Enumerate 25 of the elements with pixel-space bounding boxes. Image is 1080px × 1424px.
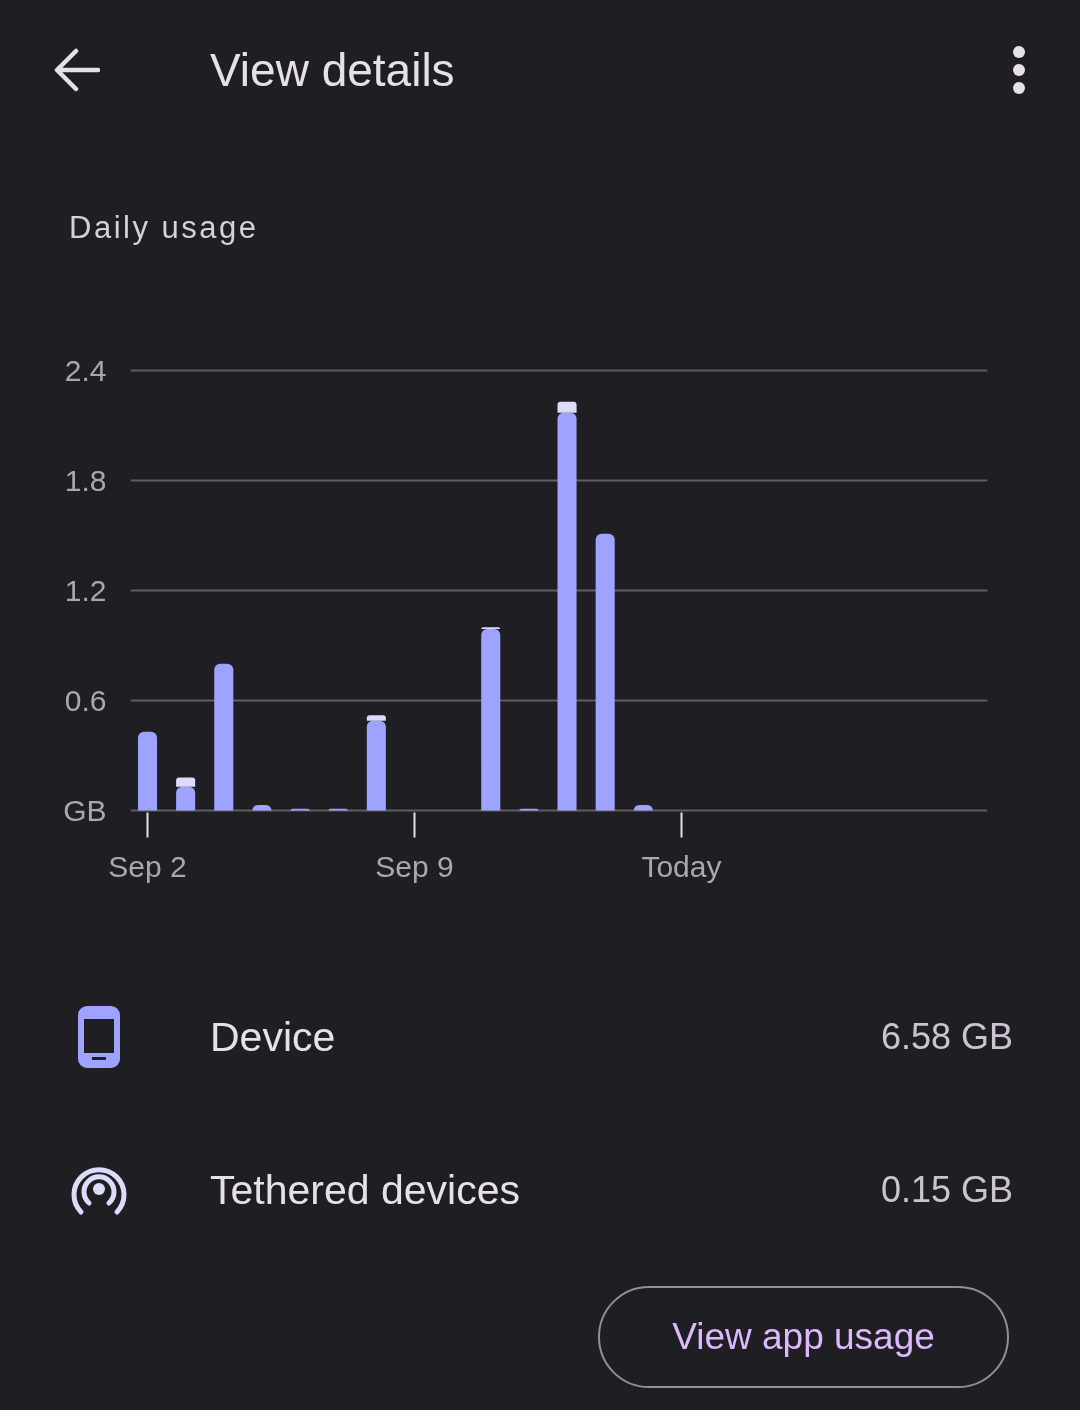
- bar: [595, 533, 615, 811]
- bar: [366, 720, 386, 811]
- y-tick-label: 1.2: [64, 574, 107, 607]
- text: 6.58 GB: [880, 1015, 1013, 1059]
- x-tick-label: Today: [641, 849, 722, 883]
- y-tick-label: 0.6: [64, 684, 107, 717]
- y-tick-label: 2.4: [64, 354, 107, 387]
- bar: [557, 412, 577, 811]
- chart-subtitle: Daily usage: [69, 209, 259, 247]
- legend-label: Tethered devices: [210, 1166, 520, 1215]
- bar: [557, 401, 577, 413]
- bar: [214, 663, 234, 811]
- legend-label: Device: [210, 1013, 336, 1062]
- y-tick-label: GB: [63, 794, 107, 827]
- text: View app usage: [598, 1286, 1009, 1388]
- bar: [176, 786, 196, 811]
- text: 0.15 GB: [880, 1168, 1013, 1212]
- bar: [137, 731, 158, 811]
- chart-title: View details: [210, 43, 455, 98]
- bar: [366, 715, 386, 721]
- bar: [176, 777, 196, 787]
- bar: [481, 629, 501, 811]
- x-tick-label: Sep 9: [375, 849, 454, 883]
- x-tick-label: Sep 2: [108, 849, 187, 883]
- y-tick-label: 1.8: [64, 464, 107, 497]
